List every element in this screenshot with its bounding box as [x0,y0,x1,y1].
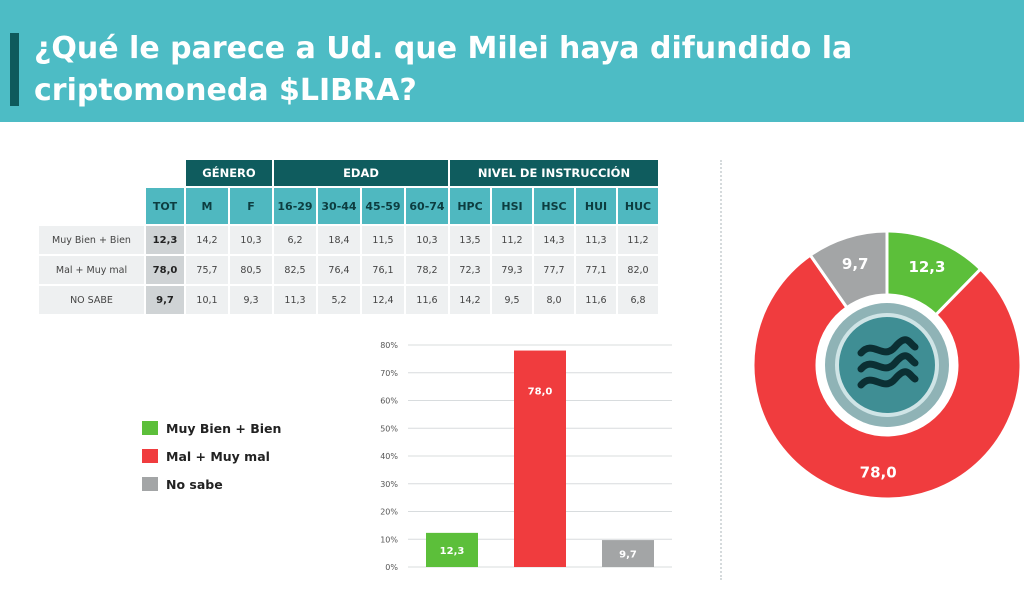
legend-label: Muy Bien + Bien [166,420,282,436]
tot-cell: 12,3 [146,226,184,254]
legend-swatch-red [142,449,158,463]
legend-swatch-green [142,421,158,435]
table-cell: 12,4 [362,286,404,314]
tot-cell: 9,7 [146,286,184,314]
col-header: HUI [576,188,616,224]
table-cell: 14,2 [450,286,490,314]
header-accent-bar [10,33,19,106]
table-cell: 11,5 [362,226,404,254]
legend-label: No sabe [166,476,223,492]
y-tick-label: 60% [380,397,398,406]
y-tick-label: 30% [380,480,398,489]
y-tick-label: 20% [380,508,398,517]
table-cell: 80,5 [230,256,272,284]
row-label: NO SABE [39,286,144,314]
wave-stroke [857,368,919,389]
bar [514,350,566,567]
table-cell: 10,3 [406,226,448,254]
table-cell: 11,6 [406,286,448,314]
table-cell: 11,3 [576,226,616,254]
donut-slice [751,253,1023,501]
table-cell: 11,6 [576,286,616,314]
col-header: HSI [492,188,532,224]
table-cell: 77,1 [576,256,616,284]
wave-stroke [857,336,919,357]
donut-chart: 12,3 78,0 9,7 [751,229,1023,501]
row-label: Mal + Muy mal [39,256,144,284]
bar-value-label: 12,3 [440,546,465,557]
col-header: M [186,188,228,224]
table-cell: 6,8 [618,286,658,314]
table-cell: 6,2 [274,226,316,254]
table-cell: 11,3 [274,286,316,314]
donut-slice [808,229,889,310]
table-cell: 9,5 [492,286,532,314]
table-cell: 77,7 [534,256,574,284]
legend-item: No sabe [142,470,281,498]
crosstab-table: GÉNERO EDAD NIVEL DE INSTRUCCIÓN TOT M F… [37,158,660,316]
chart-legend: Muy Bien + Bien Mal + Muy mal No sabe [142,414,281,498]
table-cell: 79,3 [492,256,532,284]
col-header: 60-74 [406,188,448,224]
y-tick-label: 40% [380,452,398,461]
table-cell: 5,2 [318,286,360,314]
bar [602,540,654,567]
group-header-genero: GÉNERO [186,160,272,186]
table-cell: 75,7 [186,256,228,284]
table-cell: 8,0 [534,286,574,314]
table-cell: 78,2 [406,256,448,284]
wave-stroke [857,352,919,373]
y-tick-label: 70% [380,369,398,378]
header-banner: ¿Qué le parece a Ud. que Milei haya difu… [0,0,1024,122]
col-header: HSC [534,188,574,224]
col-header: HPC [450,188,490,224]
table-cell: 11,2 [492,226,532,254]
table-cell: 14,3 [534,226,574,254]
col-header: 45-59 [362,188,404,224]
y-tick-label: 80% [380,341,398,350]
y-tick-label: 10% [380,535,398,544]
table-row: NO SABE 9,7 10,1 9,3 11,3 5,2 12,4 11,6 … [39,286,658,314]
group-header-nivel: NIVEL DE INSTRUCCIÓN [450,160,658,186]
table-cell: 9,3 [230,286,272,314]
donut-value-label: 9,7 [842,255,869,273]
table-cell: 13,5 [450,226,490,254]
bar-chart: 0% 10% 20% 30% 40% 50% 60% 70% 80% 12,3 78,0 9,7 [380,341,672,572]
y-tick-label: 50% [380,424,398,433]
table-row: Muy Bien + Bien 12,3 14,2 10,3 6,2 18,4 … [39,226,658,254]
table-cell: 10,1 [186,286,228,314]
col-header: 30-44 [318,188,360,224]
bar-value-label: 9,7 [619,550,637,561]
col-header: F [230,188,272,224]
table-cell: 11,2 [618,226,658,254]
table-row: Mal + Muy mal 78,0 75,7 80,5 82,5 76,4 7… [39,256,658,284]
table-cell: 10,3 [230,226,272,254]
col-header: 16-29 [274,188,316,224]
legend-swatch-gray [142,477,158,491]
group-header-edad: EDAD [274,160,448,186]
table-cell: 82,0 [618,256,658,284]
table-cell: 76,4 [318,256,360,284]
bar-value-label: 78,0 [528,387,553,398]
row-label: Muy Bien + Bien [39,226,144,254]
donut-value-label: 78,0 [860,464,897,482]
col-header: HUC [618,188,658,224]
table-cell: 18,4 [318,226,360,254]
bar [426,532,478,567]
libra-waves-icon [857,336,919,389]
table-cell: 14,2 [186,226,228,254]
divider [720,160,722,580]
table-cell: 76,1 [362,256,404,284]
table-cell: 72,3 [450,256,490,284]
table-cell: 82,5 [274,256,316,284]
legend-label: Mal + Muy mal [166,448,270,464]
donut-value-label: 12,3 [908,258,945,276]
legend-item: Muy Bien + Bien [142,414,281,442]
tot-cell: 78,0 [146,256,184,284]
tot-header: TOT [146,188,184,224]
y-tick-label: 0% [385,563,398,572]
legend-item: Mal + Muy mal [142,442,281,470]
page-title: ¿Qué le parece a Ud. que Milei haya difu… [34,31,853,108]
